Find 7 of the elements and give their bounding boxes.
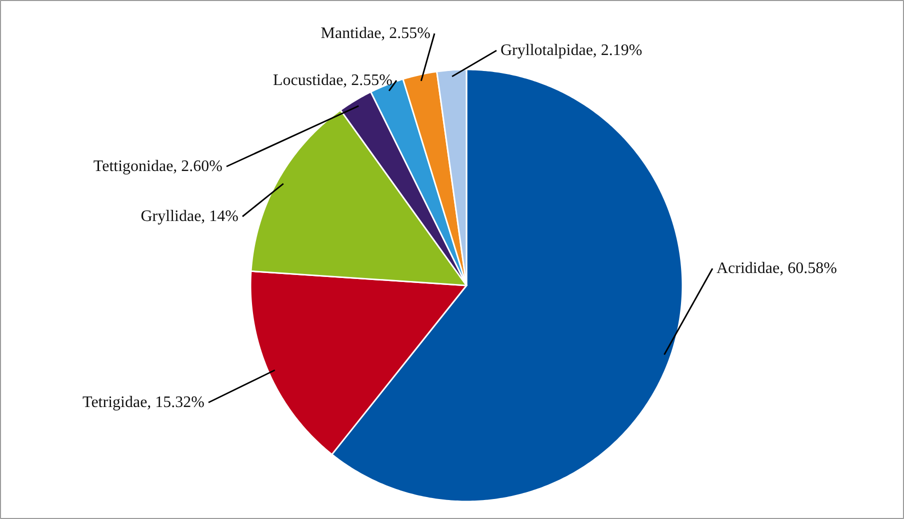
slice-label: Gryllidae, 14%	[140, 208, 238, 225]
slice-label: Locustidae, 2.55%	[272, 72, 393, 89]
slice-label: Tettigonidae, 2.60%	[93, 158, 223, 175]
slice-label: Tetrigidae, 15.32%	[82, 394, 204, 411]
slice-label: Mantidae, 2.55%	[320, 25, 430, 42]
slice-label: Acrididae, 60.58%	[716, 260, 837, 277]
slice-label: Gryllotalpidae, 2.19%	[500, 42, 642, 59]
